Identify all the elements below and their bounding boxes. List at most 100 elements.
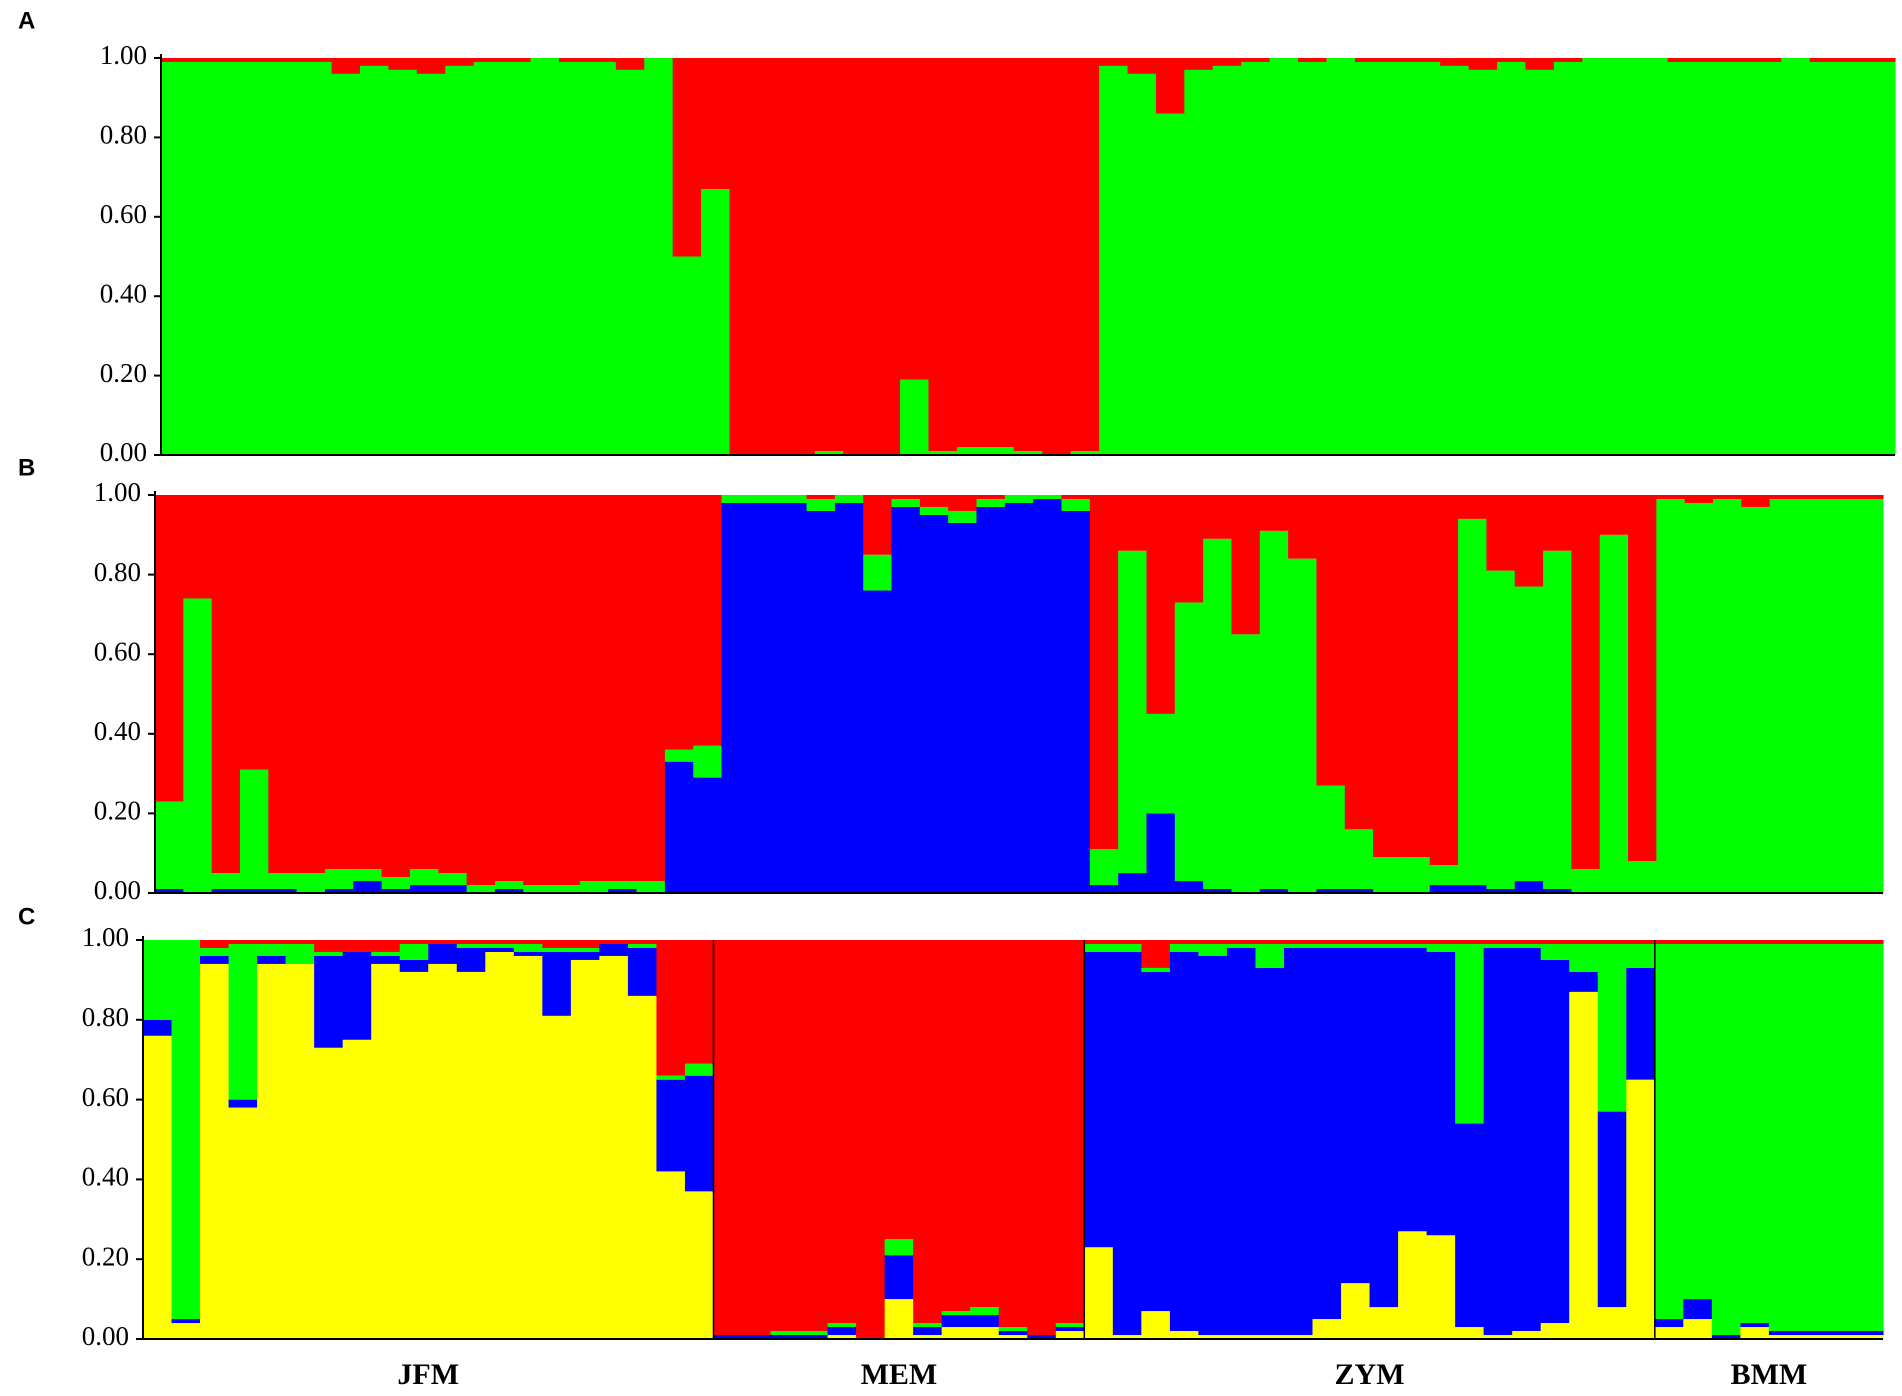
bar-segment: [729, 58, 759, 455]
bar-segment: [228, 1099, 258, 1108]
bar-segment: [542, 940, 572, 948]
bar-segment: [1514, 586, 1544, 882]
bar-segment: [1241, 58, 1271, 62]
bar-segment: [1825, 943, 1856, 1332]
bar-segment: [1838, 61, 1868, 455]
bar-segment: [1798, 495, 1827, 499]
bar-segment: [1146, 495, 1176, 714]
bar-segment: [913, 1327, 943, 1336]
y-tick-label: 0.40: [82, 1162, 129, 1192]
bar-segment: [672, 256, 702, 455]
bar-segment: [1084, 1247, 1114, 1339]
bar-segment: [656, 1075, 686, 1080]
bar-segment: [239, 495, 269, 770]
bar-segment: [998, 1335, 1028, 1339]
bar-segment: [485, 947, 515, 952]
bar-segment: [1696, 61, 1726, 455]
bar-segment: [456, 943, 486, 948]
bar-segment: [466, 495, 496, 886]
bar-segment: [314, 1047, 344, 1339]
bar-segment: [1626, 940, 1656, 944]
bar-segment: [799, 940, 829, 1332]
bar-segment: [656, 1171, 686, 1339]
bar-segment: [1033, 498, 1063, 893]
bar-segment: [1203, 538, 1233, 890]
bar-segment: [1809, 61, 1839, 455]
bar-segment: [891, 495, 921, 499]
bar-segment: [1298, 58, 1328, 62]
bar-segment: [1740, 1327, 1770, 1339]
bar-segment: [371, 951, 401, 956]
bar-segment: [1553, 61, 1583, 455]
bar-segment: [246, 58, 276, 62]
bar-segment: [1169, 943, 1200, 952]
bar-segment: [523, 495, 553, 886]
bar-segment: [1127, 58, 1157, 74]
bar-segment: [948, 510, 978, 523]
bar-segment: [1458, 885, 1488, 893]
bar-segment: [1540, 943, 1570, 960]
bar-segment: [1553, 58, 1583, 62]
bar-segment: [1571, 495, 1601, 870]
bar-segment: [1512, 1331, 1542, 1339]
bar-segment: [1809, 58, 1839, 62]
bar-segment: [701, 58, 731, 190]
bar-segment: [161, 58, 191, 62]
bar-segment: [1127, 73, 1157, 455]
bar-segment: [1486, 495, 1516, 571]
bar-segment: [353, 869, 383, 882]
bar-segment: [1341, 947, 1371, 1284]
bar-segment: [827, 1323, 857, 1328]
bar-segment: [542, 951, 572, 1016]
bar-segment: [1042, 58, 1072, 455]
bar-segment: [161, 61, 191, 455]
bar-segment: [656, 940, 686, 1076]
bar-segment: [884, 1299, 914, 1339]
bar-segment: [438, 873, 468, 886]
y-tick-label: 0.00: [94, 875, 141, 905]
bar-segment: [1316, 889, 1346, 893]
bar-segment: [627, 947, 658, 996]
bar-segment: [1740, 943, 1770, 1324]
bar-segment: [1769, 495, 1799, 499]
bar-segment: [1599, 495, 1629, 535]
bar-segment: [1768, 943, 1799, 1332]
bar-segment: [1061, 498, 1091, 511]
bar-segment: [587, 58, 617, 62]
bar-segment: [1426, 940, 1456, 944]
bar-segment: [1241, 61, 1271, 455]
bar-segment: [558, 58, 588, 62]
bar-segment: [1255, 1335, 1285, 1339]
bar-segment: [1798, 498, 1827, 893]
bar-segment: [530, 58, 560, 455]
bar-segment: [1426, 943, 1456, 952]
bar-segment: [1141, 940, 1171, 968]
bar-segment: [1768, 940, 1799, 944]
bar-segment: [1203, 889, 1233, 893]
bar-segment: [1825, 1331, 1856, 1336]
bar-segment: [494, 889, 524, 893]
bar-segment: [770, 940, 800, 1332]
bar-segment: [1797, 1335, 1827, 1339]
bar-segment: [143, 1019, 173, 1036]
bar-segment: [1724, 58, 1754, 62]
y-tick-label: 0.80: [100, 120, 147, 150]
bar-segment: [1483, 943, 1513, 948]
bar-segment: [1683, 940, 1713, 944]
bar-segment: [324, 495, 354, 870]
bar-segment: [1354, 61, 1384, 455]
bar-segment: [615, 69, 645, 455]
bar-segment: [1458, 518, 1488, 886]
bar-segment: [1099, 65, 1129, 455]
bar-segment: [324, 889, 354, 893]
bar-segment: [1312, 1319, 1342, 1339]
bar-segment: [770, 1331, 800, 1336]
bar-segment: [189, 61, 219, 455]
bar-segment: [1597, 940, 1627, 944]
bar-segment: [587, 61, 617, 455]
bar-segment: [998, 1327, 1028, 1332]
bar-segment: [1112, 1335, 1142, 1339]
bar-segment: [211, 889, 241, 893]
bar-segment: [331, 58, 361, 74]
